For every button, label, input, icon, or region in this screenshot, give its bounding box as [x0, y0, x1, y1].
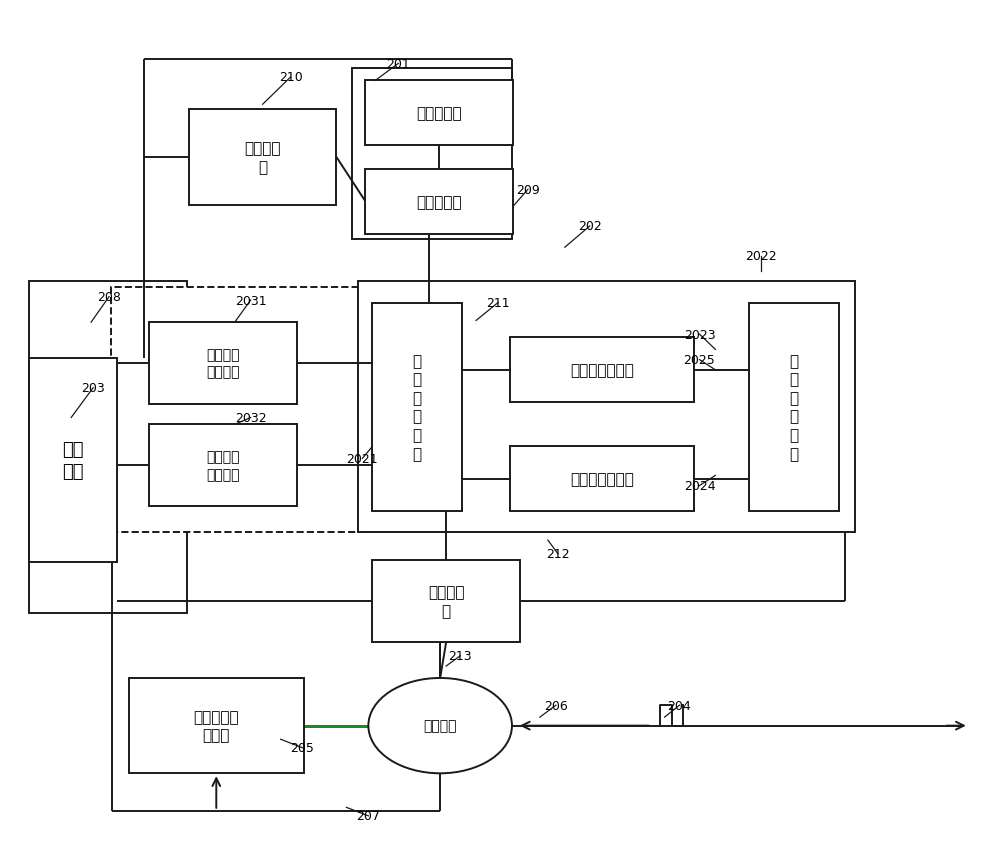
Text: 205: 205	[291, 741, 314, 754]
Text: 第一相位调制器: 第一相位调制器	[570, 363, 634, 378]
Text: 偏振控制
器: 偏振控制 器	[244, 141, 281, 175]
Text: 209: 209	[516, 183, 540, 197]
Text: 2032: 2032	[235, 411, 267, 425]
Bar	[372, 560, 520, 642]
Text: 相位控制
器: 相位控制 器	[428, 585, 464, 618]
Bar	[111, 288, 370, 533]
Text: 偏振调制器: 偏振调制器	[416, 194, 462, 210]
Text: 2024: 2024	[684, 479, 715, 492]
Text: 201: 201	[386, 58, 410, 71]
Bar	[365, 170, 513, 235]
Text: 2025: 2025	[684, 354, 715, 367]
Bar	[129, 678, 304, 774]
Text: 211: 211	[486, 297, 510, 310]
Text: 耦合模块: 耦合模块	[423, 719, 457, 733]
Text: 2031: 2031	[235, 294, 267, 307]
Text: 202: 202	[578, 220, 602, 233]
Text: 207: 207	[356, 809, 380, 822]
Bar	[29, 358, 117, 562]
Text: 第
一
合
波
分
器: 第 一 合 波 分 器	[413, 353, 422, 461]
Bar	[149, 425, 297, 507]
Text: 212: 212	[546, 548, 570, 560]
Text: 2021: 2021	[347, 452, 378, 465]
Text: 206: 206	[544, 699, 568, 712]
Bar	[149, 322, 297, 404]
Text: 第二相位调制器: 第二相位调制器	[570, 472, 634, 487]
Text: 处理
模块: 处理 模块	[62, 440, 84, 480]
Text: 第二光电
检测电路: 第二光电 检测电路	[206, 450, 240, 481]
Bar	[352, 69, 512, 240]
Text: 第一激光器: 第一激光器	[416, 106, 462, 121]
Text: 脉冲激光产
生装置: 脉冲激光产 生装置	[193, 709, 239, 743]
Bar	[189, 110, 336, 206]
Bar	[358, 282, 855, 533]
Text: 208: 208	[97, 291, 121, 304]
Bar	[749, 303, 839, 512]
Text: 2022: 2022	[745, 250, 777, 263]
Bar	[365, 81, 513, 146]
Text: 第一光电
检测电路: 第一光电 检测电路	[206, 348, 240, 380]
Text: 204: 204	[668, 699, 691, 712]
Text: 213: 213	[448, 650, 472, 663]
Text: 第
二
合
波
分
器: 第 二 合 波 分 器	[790, 353, 799, 461]
Text: 203: 203	[81, 382, 105, 395]
Ellipse shape	[368, 678, 512, 774]
Text: 210: 210	[279, 72, 302, 84]
Bar	[510, 338, 694, 403]
Bar	[372, 303, 462, 512]
Bar	[29, 282, 187, 613]
Bar	[510, 447, 694, 512]
Text: 2023: 2023	[684, 328, 715, 341]
